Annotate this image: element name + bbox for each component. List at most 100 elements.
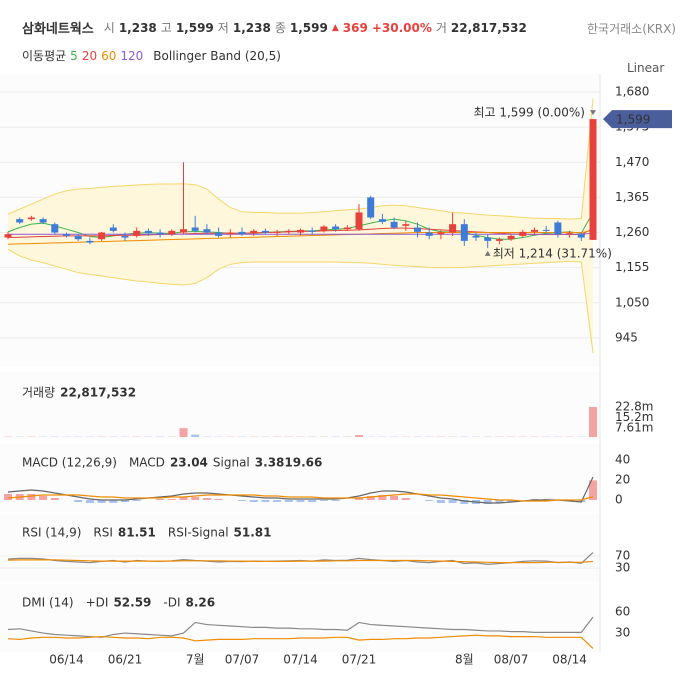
value: 22,817,532 <box>450 20 527 35</box>
last-price-label: 1,599 <box>616 113 650 127</box>
y-tick-label: 30 <box>615 626 630 640</box>
candle-body <box>507 235 515 240</box>
candle-body <box>238 231 246 235</box>
label: 저 <box>217 21 229 35</box>
label: 거 <box>435 21 447 35</box>
histogram-bar <box>156 499 165 500</box>
x-tick-label: 7월 <box>186 653 205 667</box>
candle-body <box>449 224 457 233</box>
label: 종 <box>274 21 286 35</box>
candle-body <box>203 229 211 233</box>
candle-body <box>261 230 269 233</box>
candle-body <box>425 232 433 236</box>
candle-body <box>156 232 164 235</box>
candle-body <box>121 235 129 238</box>
histogram-bar <box>308 500 317 502</box>
y-tick-label: 1,155 <box>615 260 649 274</box>
candle-body <box>180 229 187 233</box>
histogram-bar <box>50 498 59 500</box>
value: 1,599 <box>289 20 328 35</box>
candle-body <box>215 232 223 236</box>
value: 1,238 <box>118 20 157 35</box>
indicator-line <box>7 559 594 564</box>
candle-body <box>367 197 375 218</box>
histogram-bar <box>167 499 176 500</box>
candle-body <box>51 224 59 233</box>
histogram-bar <box>249 500 258 502</box>
candle-body <box>63 234 70 236</box>
legend-text: RSI (14,9) <box>22 526 81 540</box>
histogram-bar <box>74 500 83 502</box>
legend-text: Signal <box>213 456 250 470</box>
histogram-bar <box>483 500 492 504</box>
histogram-bar <box>261 500 270 502</box>
histogram-bar <box>284 500 293 502</box>
histogram-bar <box>460 500 469 504</box>
y-tick-label: 7.61m <box>615 421 653 435</box>
legend-text: MACD <box>129 456 165 470</box>
ma-legend: 120 <box>120 48 144 63</box>
legend-text: 3.38 <box>255 456 285 470</box>
histogram-bar <box>238 500 246 501</box>
exchange: 한국거래소(KRX) <box>587 22 676 36</box>
x-tick-label: 8월 <box>455 653 474 667</box>
volume-bar <box>589 406 597 437</box>
candle-body <box>16 219 24 223</box>
candle-body <box>226 232 234 235</box>
value: 369 <box>342 20 368 35</box>
histogram-bar <box>121 500 129 502</box>
panel <box>0 372 600 439</box>
histogram-bar <box>109 500 118 503</box>
x-tick-label: 08/14 <box>552 653 587 667</box>
volume-bar <box>355 435 363 437</box>
candle-body <box>566 233 574 235</box>
histogram-bar <box>507 500 516 502</box>
ma-label: 이동평균 <box>22 49 67 63</box>
candle-body <box>495 239 503 241</box>
legend-text: 8.26 <box>186 596 216 610</box>
histogram-bar <box>97 500 106 503</box>
legend-text: 거래량 <box>22 386 55 400</box>
y-tick-label: 60 <box>615 604 630 618</box>
x-tick-label: 06/21 <box>108 653 143 667</box>
y-tick-label: 22.8m <box>615 400 653 414</box>
candle-body <box>285 230 293 232</box>
panel <box>0 514 600 582</box>
histogram-bar <box>366 496 375 500</box>
candle-body <box>414 227 421 232</box>
candle-body <box>378 219 386 222</box>
scale-toggle[interactable]: Linear <box>627 61 664 75</box>
bollinger-lower <box>7 248 594 354</box>
min-label: 최저 1,214 (31.71%) <box>493 246 612 260</box>
legend-text: 22,817,532 <box>60 386 136 400</box>
candle-body <box>554 222 562 235</box>
histogram-bar <box>425 500 434 501</box>
histogram-bar <box>4 494 12 500</box>
indicator-line <box>7 476 594 504</box>
candle-body <box>343 227 351 230</box>
scale: Linear <box>627 61 665 75</box>
candle-body <box>39 219 47 223</box>
histogram-bar <box>296 500 305 502</box>
candle-body <box>484 237 492 241</box>
histogram-bar <box>214 499 223 500</box>
volume-bar <box>179 428 188 437</box>
histogram-bar <box>390 496 399 500</box>
y-tick-label: 1,050 <box>615 295 649 309</box>
histogram-bar <box>378 495 387 500</box>
histogram-bar <box>319 500 328 501</box>
ma-legend: 20 <box>81 48 98 63</box>
candle-body <box>86 240 94 243</box>
histogram-bar <box>448 500 457 503</box>
moving-average <box>7 230 594 245</box>
legend-text: DMI (14) <box>22 596 74 610</box>
candle-body <box>320 226 328 231</box>
legend-text: 81.51 <box>118 526 156 540</box>
legend-text: MACD (12,26,9) <box>22 456 117 470</box>
candle-body <box>4 234 12 238</box>
candle-body <box>273 231 281 233</box>
histogram-bar <box>85 500 94 503</box>
ma-legend: 60 <box>101 48 117 63</box>
